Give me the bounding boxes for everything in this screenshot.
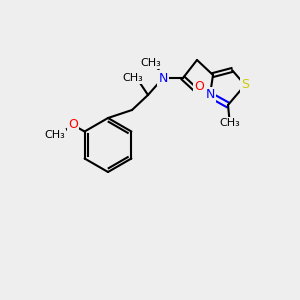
Text: CH₃: CH₃ <box>123 73 143 83</box>
Text: CH₃: CH₃ <box>45 130 65 140</box>
Text: O: O <box>194 80 204 94</box>
Text: N: N <box>158 71 168 85</box>
Text: S: S <box>241 79 249 92</box>
Text: N: N <box>205 88 215 101</box>
Text: O: O <box>68 118 78 131</box>
Text: CH₃: CH₃ <box>220 118 240 128</box>
Text: CH₃: CH₃ <box>141 58 161 68</box>
